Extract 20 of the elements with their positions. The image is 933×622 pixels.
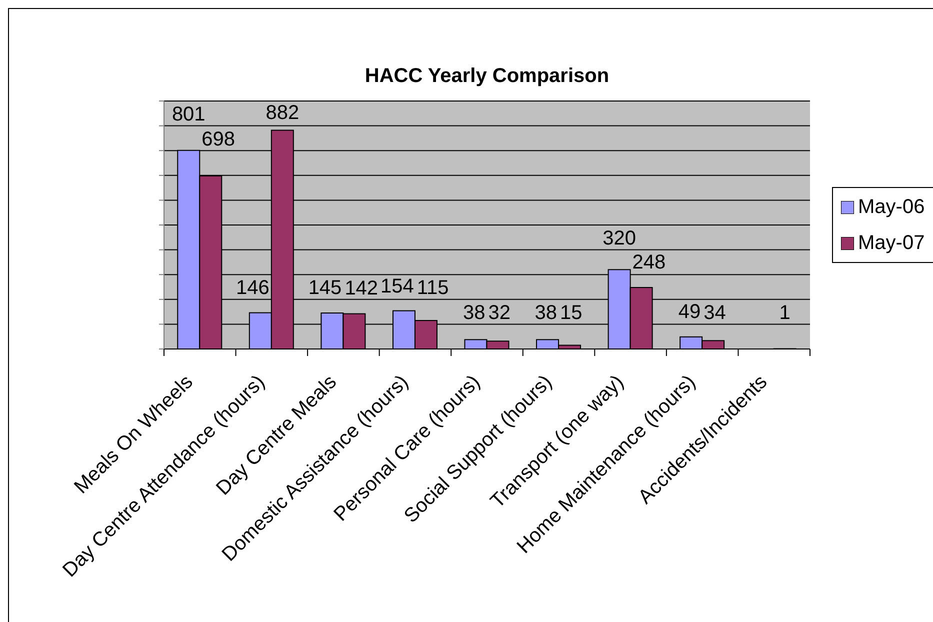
legend-label: May-07	[858, 232, 925, 254]
data-label: 142	[344, 277, 378, 300]
data-label: 34	[704, 302, 726, 324]
legend-label: May-06	[858, 196, 925, 218]
data-label: 38	[463, 302, 486, 324]
data-label: 801	[172, 103, 206, 126]
data-label: 146	[236, 276, 270, 299]
data-label: 320	[602, 228, 636, 250]
data-label: 15	[560, 302, 582, 324]
data-label: 32	[488, 302, 510, 324]
data-label: 154	[380, 275, 414, 298]
data-label: 145	[308, 277, 342, 300]
data-label: 698	[202, 128, 236, 150]
data-label: 49	[678, 300, 701, 323]
data-label: 115	[416, 276, 449, 299]
data-label: 1	[779, 302, 790, 324]
chart-title: HACC Yearly Comparison	[364, 64, 610, 89]
data-label: 882	[266, 102, 300, 124]
data-label: 248	[632, 251, 666, 274]
data-label: 38	[534, 302, 558, 324]
